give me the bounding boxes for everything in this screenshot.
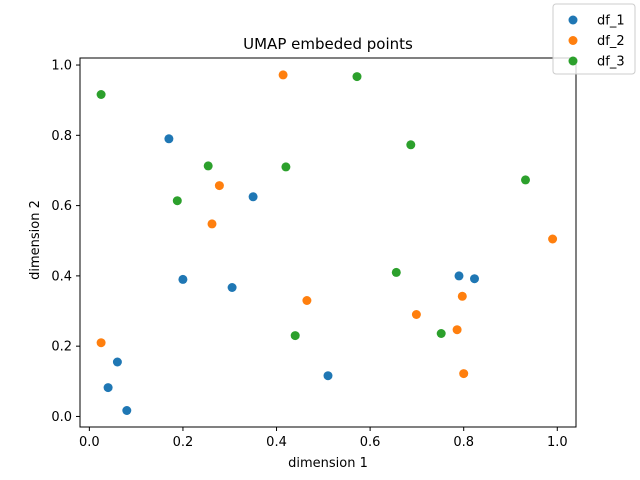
point-df_1-2 — [248, 192, 258, 202]
y-axis-label: dimension 2 — [28, 200, 43, 280]
point-df_1-7 — [122, 406, 132, 415]
plot-frame — [79, 57, 577, 428]
x-axis: 0.0 0.2 0.4 0.6 0.8 1.0 — [79, 427, 568, 450]
legend-label-df_2: df_2 — [597, 34, 625, 49]
point-df_1-10 — [470, 274, 479, 284]
point-df_1-5 — [112, 357, 122, 367]
point-df_1-8 — [323, 371, 333, 381]
point-df_1-9 — [454, 271, 464, 281]
x-tick-label: 0.8 — [453, 435, 474, 450]
legend-marker-df_1 — [568, 15, 578, 25]
plot-area — [79, 57, 577, 428]
point-df_2-6 — [302, 296, 312, 305]
point-df_3-5 — [406, 140, 416, 150]
y-tick-label: 0.2 — [51, 340, 72, 355]
x-axis-label: dimension 1 — [288, 456, 368, 471]
point-df_3-10 — [436, 329, 446, 338]
point-df_3-9 — [290, 331, 300, 341]
point-df_2-1 — [278, 70, 288, 80]
point-df_3-2 — [352, 72, 362, 82]
point-df_2-7 — [457, 291, 467, 301]
point-df_3-7 — [521, 175, 530, 185]
point-df_1-6 — [103, 383, 113, 393]
x-tick-label: 0.0 — [79, 435, 100, 450]
point-df_2-4 — [548, 234, 558, 244]
point-df_2-8 — [411, 310, 421, 319]
y-tick-label: 0.0 — [51, 410, 72, 425]
point-df_3-4 — [281, 162, 291, 172]
legend-label-df_3: df_3 — [597, 55, 625, 70]
point-df_3-1 — [96, 90, 106, 99]
y-tick-label: 1.0 — [51, 59, 72, 74]
point-df_1-4 — [227, 283, 237, 292]
point-df_2-2 — [214, 181, 224, 191]
y-tick-label: 0.6 — [51, 199, 72, 214]
y-tick-label: 0.8 — [51, 129, 72, 144]
legend: df_1 df_2 df_3 — [552, 3, 636, 75]
point-df_1-1 — [164, 134, 174, 144]
point-df_1-3 — [178, 274, 188, 284]
chart-title: UMAP embeded points — [243, 35, 413, 53]
legend-label-df_1: df_1 — [597, 14, 625, 29]
x-tick-label: 0.6 — [360, 435, 381, 450]
legend-marker-df_2 — [568, 36, 578, 45]
point-df_2-9 — [452, 325, 462, 335]
x-tick-label: 1.0 — [547, 435, 568, 450]
x-tick-label: 0.4 — [266, 435, 287, 450]
point-df_2-5 — [96, 338, 106, 348]
point-df_2-10 — [459, 369, 469, 379]
point-df_3-8 — [391, 267, 401, 277]
legend-marker-df_3 — [568, 56, 578, 66]
point-df_3-3 — [203, 161, 213, 171]
point-df_3-6 — [172, 196, 182, 206]
x-tick-label: 0.2 — [173, 435, 194, 450]
y-tick-label: 0.4 — [51, 269, 72, 284]
y-axis: 0.0 0.2 0.4 0.6 0.8 1.0 — [51, 59, 80, 425]
point-df_2-3 — [207, 219, 217, 229]
